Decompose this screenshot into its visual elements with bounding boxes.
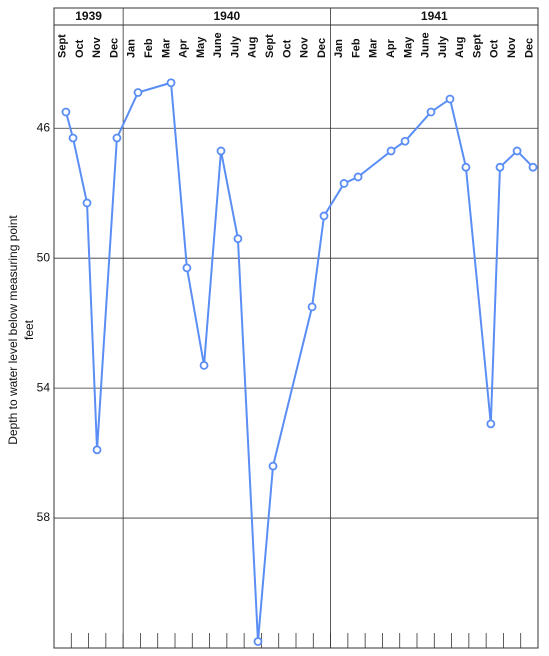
data-point <box>268 461 278 471</box>
y-tick-label: 46 <box>37 120 51 134</box>
data-point <box>166 78 176 88</box>
month-label: Oct <box>489 39 501 58</box>
y-tick-label: 54 <box>37 380 51 394</box>
data-point <box>82 198 92 208</box>
y-axis-label: Depth to water level below measuring poi… <box>6 215 20 445</box>
month-label: Oct <box>74 39 86 58</box>
y-axis-label: feet <box>22 319 36 340</box>
year-label: 1939 <box>75 9 102 23</box>
month-label: Dec <box>108 38 120 58</box>
month-label: May <box>402 36 414 58</box>
data-point <box>92 445 102 455</box>
month-label: Aug <box>454 37 466 58</box>
year-label: 1941 <box>421 9 448 23</box>
data-point <box>61 107 71 117</box>
y-tick-label: 50 <box>37 250 51 264</box>
data-point <box>339 179 349 188</box>
month-label: Mar <box>368 38 380 58</box>
data-point <box>495 162 505 172</box>
data-point <box>307 302 317 312</box>
month-label: Dec <box>523 38 535 58</box>
month-label: June <box>420 32 432 58</box>
month-label: Apr <box>178 38 190 58</box>
month-label: Oct <box>281 39 293 58</box>
month-label: Mar <box>160 38 172 58</box>
month-label: Nov <box>91 36 103 58</box>
month-label: Nov <box>299 36 311 58</box>
month-label: Jan <box>333 39 345 58</box>
month-label: Jan <box>126 39 138 58</box>
data-point <box>461 162 471 172</box>
month-label: Feb <box>350 38 362 58</box>
month-label: May <box>195 36 207 58</box>
month-label: Feb <box>143 38 155 58</box>
data-point <box>253 637 263 646</box>
data-point <box>400 136 410 146</box>
data-point <box>233 234 243 244</box>
data-point <box>486 419 496 429</box>
data-point <box>182 263 192 273</box>
month-label: Dec <box>316 38 328 58</box>
month-label: Sept <box>471 34 483 58</box>
month-label: Apr <box>385 38 397 58</box>
month-label: Aug <box>247 37 259 58</box>
data-point <box>386 146 396 156</box>
data-point <box>68 133 78 143</box>
plot-frame <box>53 7 539 649</box>
data-point <box>133 88 143 97</box>
month-label: June <box>212 32 224 58</box>
month-label: Nov <box>506 36 518 58</box>
series-line <box>64 81 534 642</box>
y-tick-label: 58 <box>37 510 51 524</box>
month-label: Sept <box>264 34 276 58</box>
year-label: 1940 <box>214 9 241 23</box>
month-label: Sept <box>57 34 69 58</box>
data-point <box>426 107 436 117</box>
data-point <box>353 172 363 182</box>
month-label: July <box>229 35 241 58</box>
data-point <box>528 162 538 172</box>
data-point <box>445 94 455 104</box>
month-label: July <box>437 35 449 58</box>
data-point <box>199 360 209 370</box>
data-point <box>112 133 122 143</box>
data-point <box>319 211 329 221</box>
data-point <box>512 146 522 156</box>
data-point <box>216 146 226 156</box>
